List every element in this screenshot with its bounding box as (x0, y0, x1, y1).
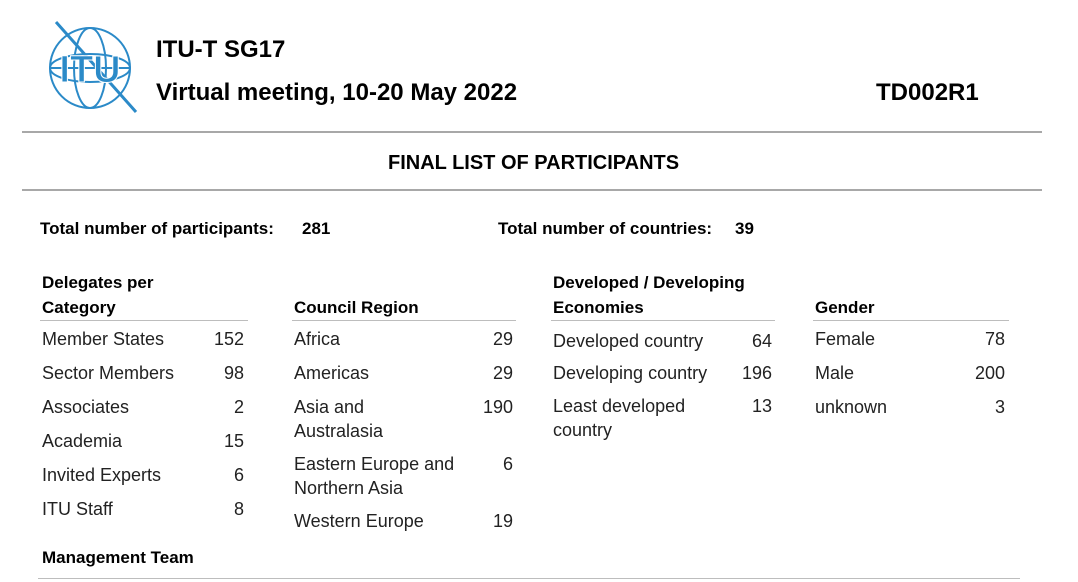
title-divider (22, 189, 1042, 191)
document-id: TD002R1 (876, 79, 979, 106)
page-title: FINAL LIST OF PARTICIPANTS (388, 152, 680, 174)
table-row: Eastern Europe and Northern Asia 6 (294, 454, 513, 498)
category-heading-underline (40, 320, 248, 321)
countries-value: 39 (735, 219, 754, 238)
participants-value: 281 (302, 219, 331, 238)
header-divider (22, 131, 1042, 133)
category-column: Delegates per Category (42, 270, 248, 320)
group-title: ITU-T SG17 (156, 36, 286, 63)
meeting-title: Virtual meeting, 10-20 May 2022 (156, 79, 518, 106)
participants-label: Total number of participants: (40, 219, 274, 238)
category-heading: Delegates per Category (42, 273, 154, 317)
management-heading: Management Team (42, 548, 194, 567)
economies-heading-underline (551, 320, 775, 321)
countries-label: Total number of countries: (498, 219, 713, 238)
management-underline (38, 578, 1020, 579)
itu-logo: ITU (44, 16, 140, 116)
region-heading-underline (292, 320, 516, 321)
table-row: Least developed country 13 (553, 396, 772, 440)
economies-column: Developed / Developing Economies (553, 270, 775, 320)
table-row: Asia and Australasia 190 (294, 397, 513, 441)
economies-heading: Developed / Developing Economies (553, 273, 745, 317)
logo-text: ITU (59, 49, 120, 91)
gender-heading-underline (813, 320, 1009, 321)
gender-heading: Gender (815, 298, 875, 317)
region-heading: Council Region (294, 298, 419, 317)
